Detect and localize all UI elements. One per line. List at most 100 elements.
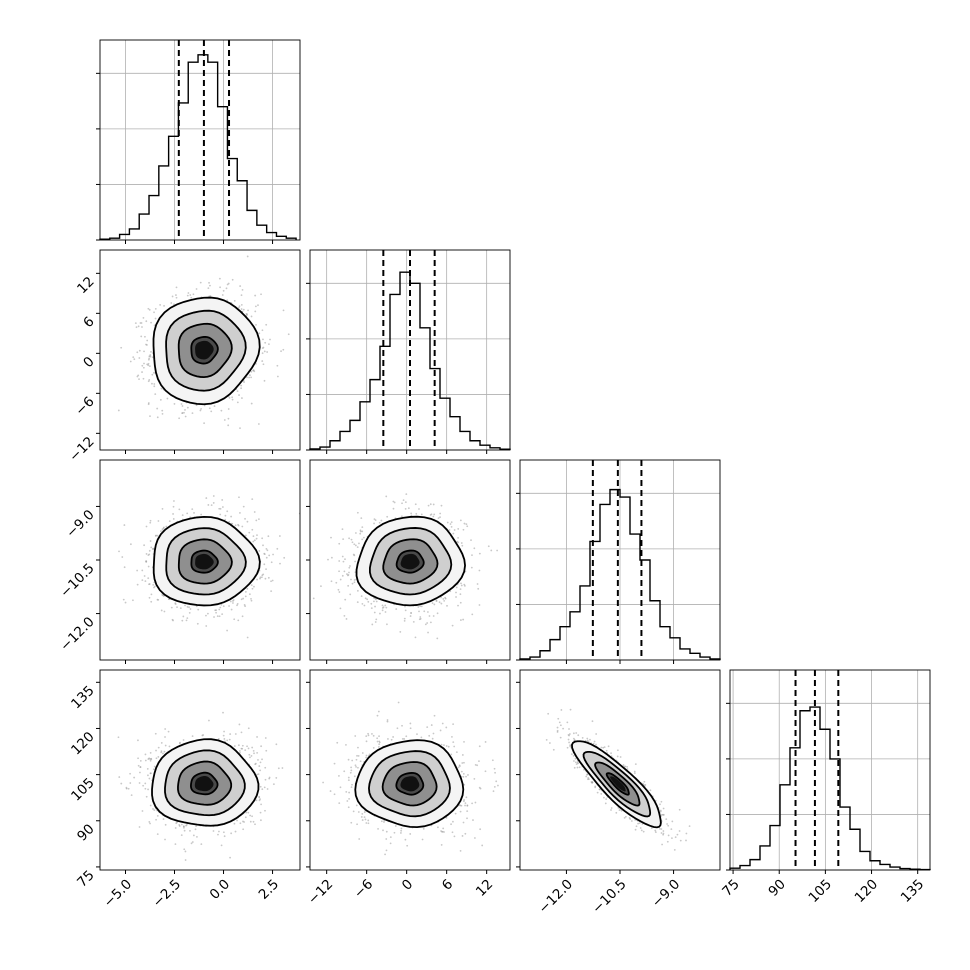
scatter-point [190,842,193,845]
scatter-point [423,610,426,613]
y-tick-label: 12 [74,274,97,297]
contour-line [355,515,466,607]
scatter-point [159,304,162,306]
scatter-point [367,600,370,603]
scatter-point [404,609,407,612]
scatter-point [442,827,445,830]
scatter-point [160,609,163,612]
scatter-point [145,561,148,563]
scatter-point [450,521,453,524]
scatter-point [347,806,350,809]
scatter-point [250,599,253,602]
scatter-point [164,728,167,730]
scatter-point [350,578,352,581]
scatter-point [264,766,267,769]
scatter-point [263,379,266,382]
scatter-point [378,743,381,746]
scatter-point [414,636,417,639]
scatter-point [390,738,393,741]
scatter-point [139,759,142,762]
scatter-point [426,726,429,729]
scatter-point [183,848,186,851]
scatter-point [172,518,175,520]
scatter-point [261,329,264,332]
scatter-point [149,415,151,417]
scatter-point [618,809,621,812]
scatter-point [156,407,159,410]
x-tick-label: 135 [898,876,928,906]
scatter-point [445,745,448,747]
scatter-point [379,612,381,615]
scatter-point [148,821,151,823]
scatter-point [455,586,458,589]
scatter-point [479,787,482,790]
scatter-point [175,294,177,296]
scatter-point [685,832,688,835]
scatter-point [229,733,232,735]
scatter-point [348,791,351,794]
scatter-point [157,598,160,601]
scatter-point [460,542,463,544]
scatter-point [616,749,619,752]
scatter-point [254,294,257,297]
scatter-point [463,522,466,525]
y-tick-label: −9.0 [63,507,97,541]
scatter-point [207,612,209,615]
scatter-point [139,766,142,768]
scatter-point [240,598,243,601]
scatter-point [393,831,396,834]
scatter-point [258,550,261,552]
scatter-point [265,547,268,550]
scatter-point [573,766,576,769]
scatter-point [568,728,570,730]
scatter-point [178,417,181,420]
scatter-point [144,335,146,338]
scatter-point [137,764,140,767]
scatter-point [356,754,358,757]
scatter-point [212,495,215,497]
scatter-point [134,322,137,325]
scatter-point [624,815,627,818]
scatter-point [679,839,682,842]
scatter-point [138,826,141,828]
scatter-point [461,835,464,837]
scatter-point [338,775,340,777]
scatter-point [238,496,240,499]
scatter-point [667,834,670,837]
scatter-point [361,752,364,754]
scatter-point [576,766,579,769]
scatter-point [153,383,156,385]
scatter-point [251,587,254,590]
scatter-point [649,789,652,792]
scatter-point [371,623,374,626]
scatter-point [491,759,494,762]
scatter-point [240,731,243,734]
contour-line [177,760,233,806]
scatter-point [246,745,248,748]
scatter-point [312,597,315,600]
scatter-point [385,838,388,840]
scatter-point [462,528,465,531]
scatter-point [255,323,257,326]
scatter-point [180,834,183,837]
density-core [610,776,626,792]
scatter-point [147,774,149,777]
scatter-point [404,838,407,841]
scatter-point [371,733,373,735]
scatter-point [261,537,264,540]
scatter-point [129,360,132,363]
scatter-point [451,831,454,834]
scatter-point [378,521,381,524]
scatter-point [248,531,251,534]
scatter-point [143,575,146,577]
scatter-point [448,529,451,531]
scatter-point [439,516,441,519]
scatter-point [460,582,462,585]
scatter-point [281,767,284,769]
scatter-point [472,819,474,821]
scatter-point [466,817,468,820]
scatter-point [373,522,375,525]
scatter-point [591,720,594,723]
scatter-point [463,761,465,764]
scatter-point [189,608,192,610]
